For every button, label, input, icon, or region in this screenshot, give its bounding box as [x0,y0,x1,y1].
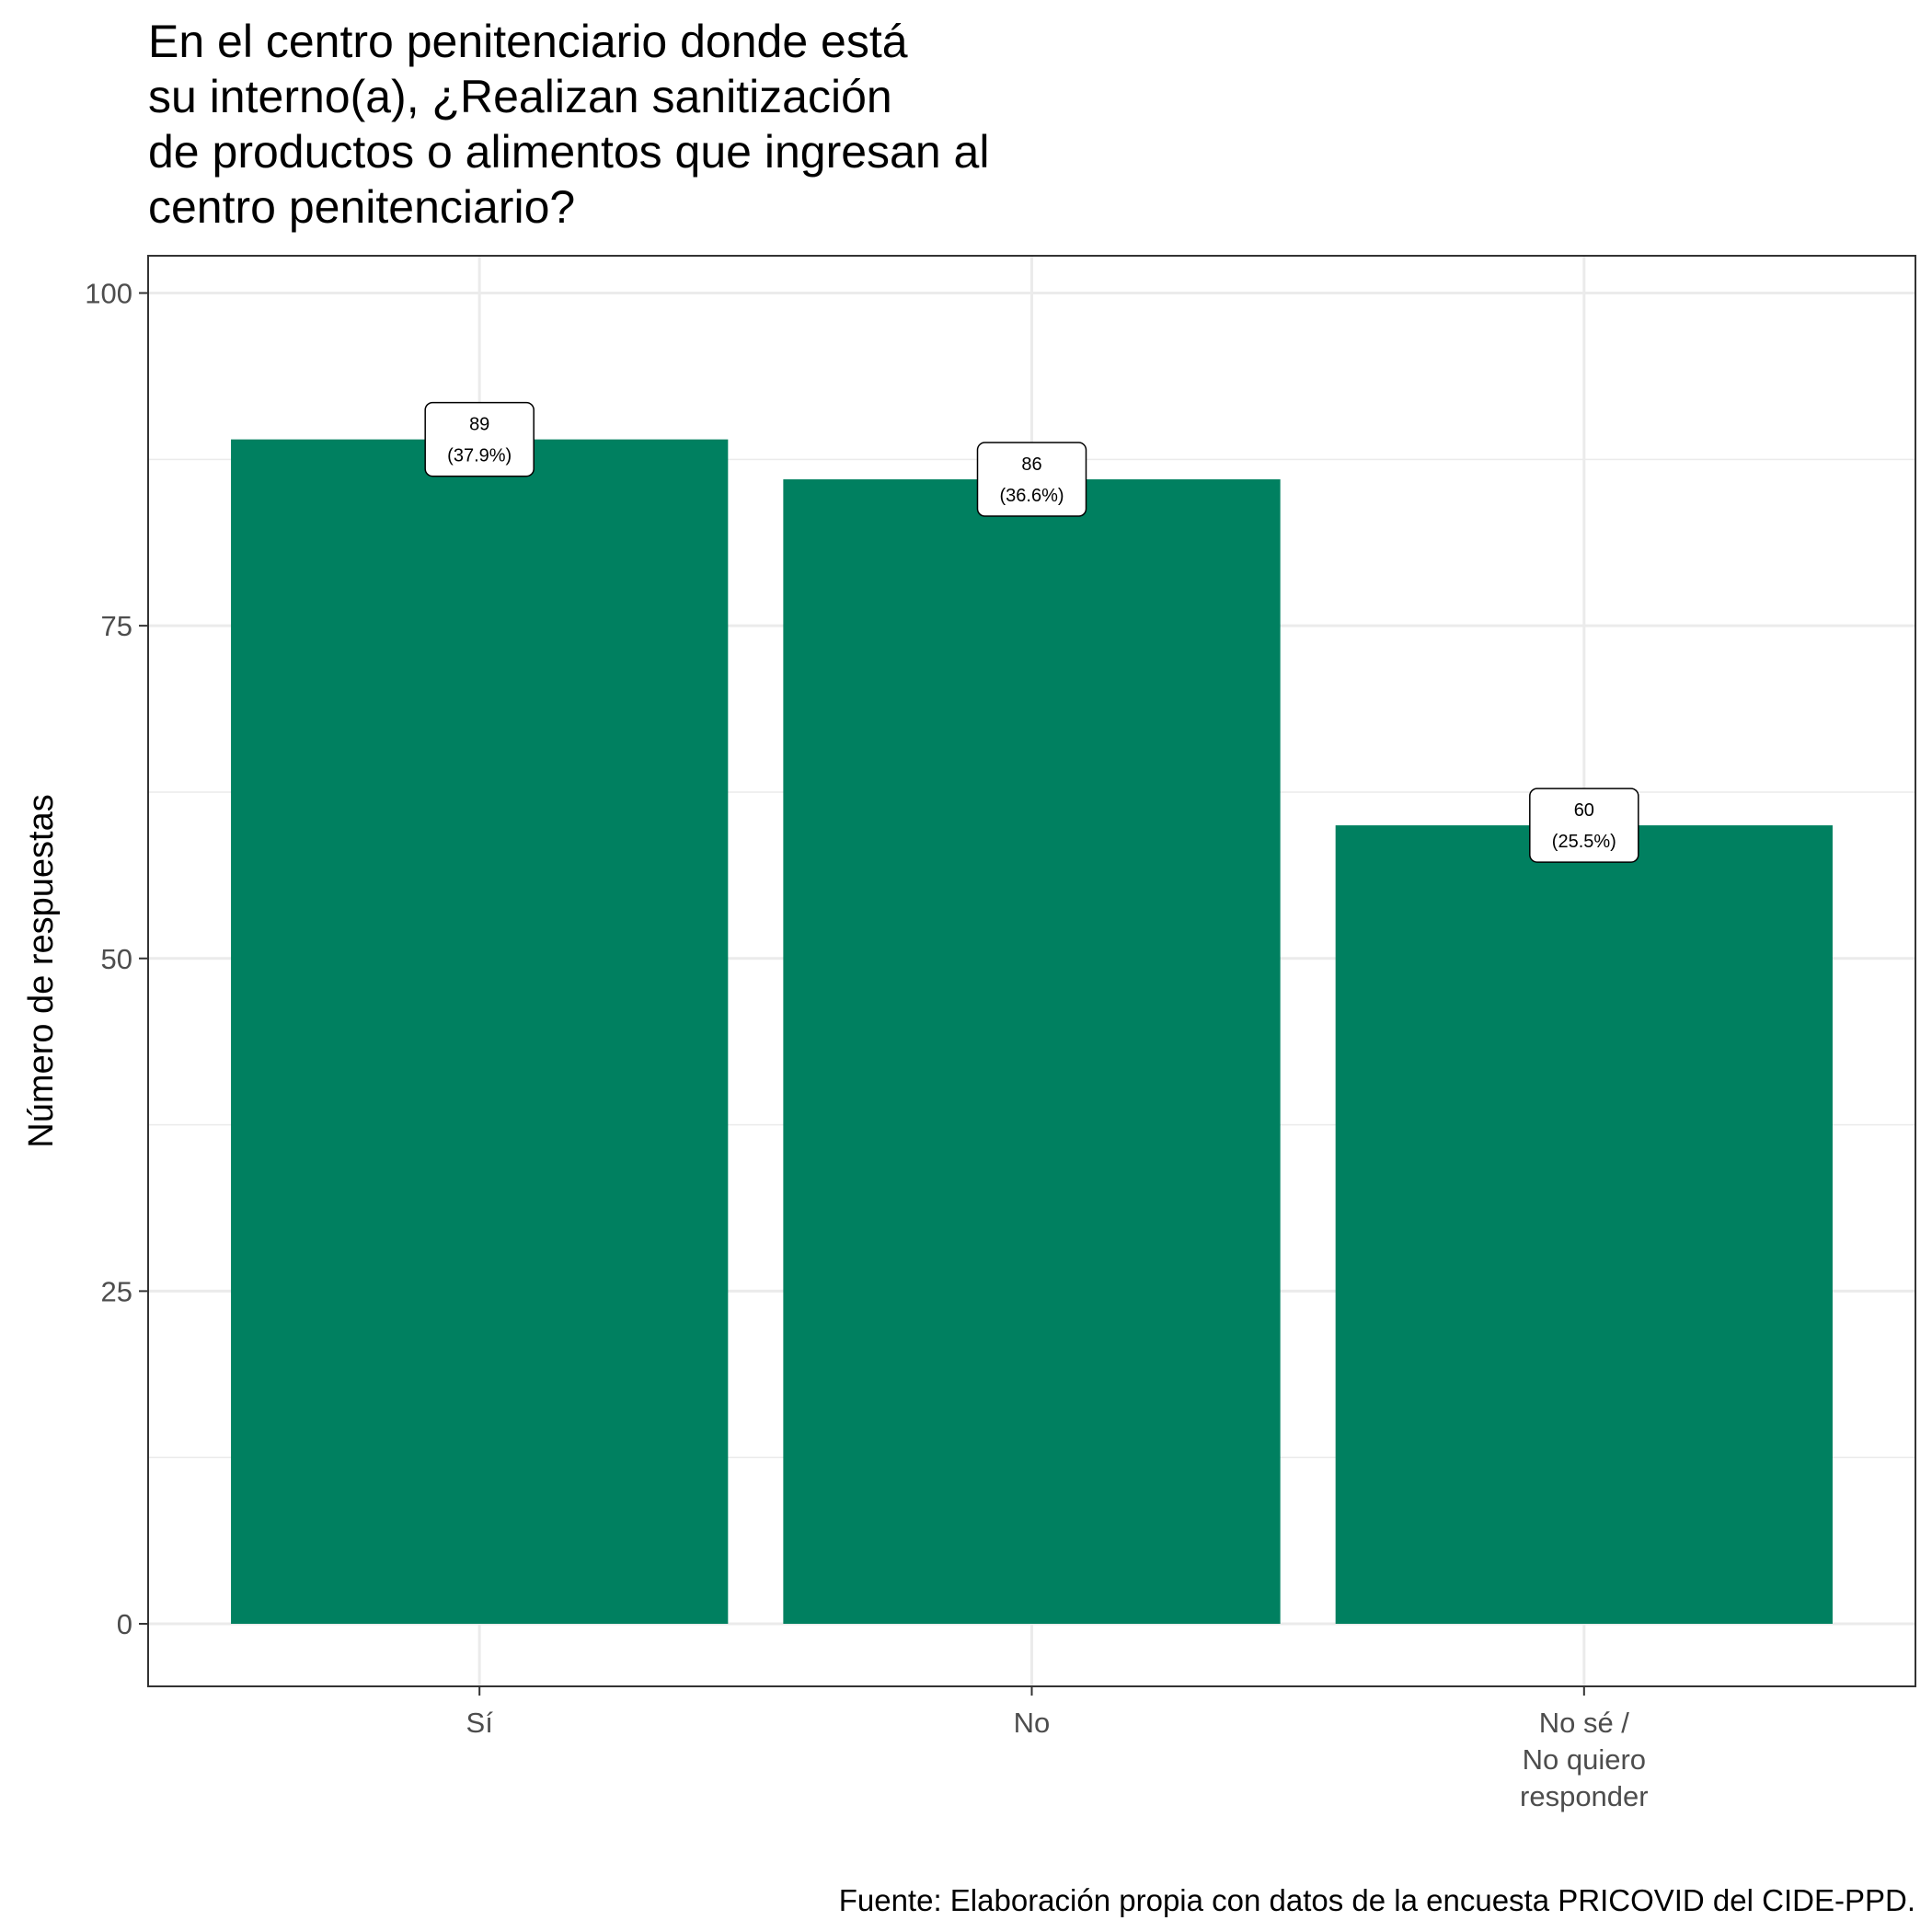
y-tick-label: 25 [101,1275,132,1307]
chart-title-line: En el centro penitenciario donde está [148,16,908,67]
y-tick-label: 75 [101,610,132,642]
data-label: 86 [1021,454,1041,475]
bars [231,439,1833,1625]
data-label-box [976,442,1087,517]
x-tick-label: Sí [466,1707,494,1739]
data-label-box [424,401,535,477]
data-label: (36.6%) [999,486,1064,506]
x-tick-label: responder [1520,1780,1649,1812]
chart-title-line: de productos o alimentos que ingresan al [148,126,989,178]
data-label: 89 [469,415,489,435]
y-tick-label: 100 [85,278,132,310]
bar [783,479,1281,1625]
data-label: (25.5%) [1552,832,1616,852]
data-label-box [1529,788,1639,863]
bar [231,439,729,1625]
x-tick-label: No [1014,1707,1051,1739]
data-label: 60 [1574,800,1594,821]
y-tick-label: 0 [117,1608,132,1640]
chart-title: En el centro penitenciario donde está su… [148,16,989,233]
y-axis-title: Número de respuestas [22,794,61,1147]
y-tick-label: 50 [101,943,132,975]
data-label: (37.9%) [447,446,512,466]
x-axis: Sí No No sé / No quiero responder [466,1686,1649,1812]
chart-title-line: su interno(a), ¿Realizan sanitización [148,71,892,122]
chart-title-line: centro penitenciario? [148,181,575,233]
y-axis: 0 25 50 75 100 [85,278,148,1640]
x-tick-label: No quiero [1523,1743,1646,1776]
x-tick-label: No sé / [1539,1707,1630,1739]
chart-caption: Fuente: Elaboración propia con datos de … [839,1883,1915,1917]
bar [1335,825,1833,1625]
data-labels: 89 (37.9%) 86 (36.6%) 60 (25.5%) [424,401,1639,863]
